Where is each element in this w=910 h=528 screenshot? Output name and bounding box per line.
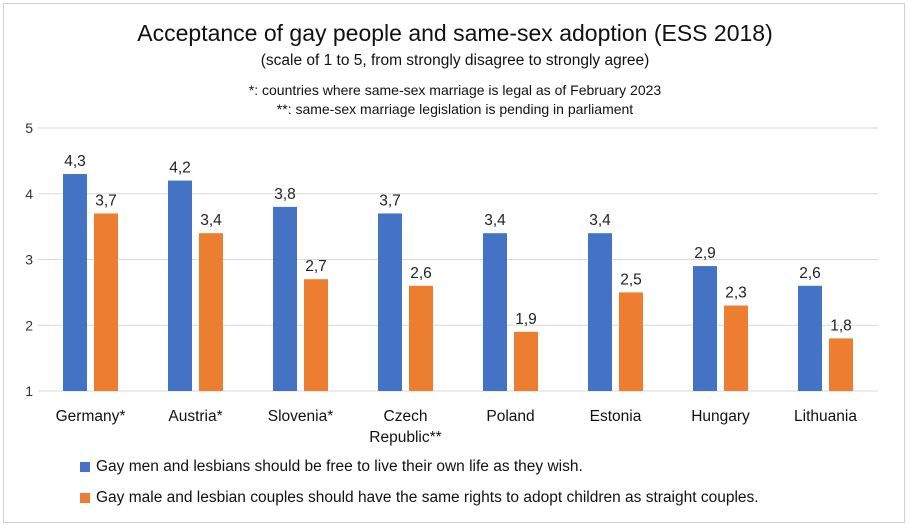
bar bbox=[378, 213, 402, 391]
data-label: 2,6 bbox=[799, 265, 821, 282]
y-tick-label: 1 bbox=[25, 383, 33, 399]
chart-title: Acceptance of gay people and same-sex ad… bbox=[137, 20, 773, 46]
x-tick-label: Estonia bbox=[590, 408, 642, 425]
legend-label-adoption-rights: Gay male and lesbian couples should have… bbox=[96, 489, 759, 506]
data-label: 2,5 bbox=[620, 271, 642, 288]
x-tick-label: Czech bbox=[384, 408, 428, 425]
data-label: 2,7 bbox=[305, 258, 327, 275]
data-label: 4,3 bbox=[64, 153, 86, 170]
y-tick-label: 5 bbox=[25, 120, 33, 136]
legend-item-live-freely: Gay men and lesbians should be free to l… bbox=[80, 458, 583, 476]
chart-frame bbox=[3, 3, 905, 523]
data-label: 3,8 bbox=[274, 186, 296, 203]
x-tick-label: Austria* bbox=[168, 408, 222, 425]
y-tick-label: 2 bbox=[25, 317, 33, 333]
x-tick-label: Lithuania bbox=[794, 408, 857, 425]
bar bbox=[829, 338, 853, 391]
chart-note-marriage-legal: *: countries where same-sex marriage is … bbox=[248, 82, 662, 98]
bar bbox=[483, 233, 507, 391]
bar bbox=[168, 180, 192, 391]
bar bbox=[304, 279, 328, 391]
bar bbox=[588, 233, 612, 391]
bar bbox=[199, 233, 223, 391]
data-label: 3,4 bbox=[484, 212, 506, 229]
x-tick-label: Republic** bbox=[369, 429, 441, 446]
y-tick-label: 4 bbox=[25, 186, 33, 202]
data-label: 1,9 bbox=[515, 311, 537, 328]
data-label: 2,6 bbox=[410, 265, 432, 282]
data-label: 2,9 bbox=[694, 245, 716, 262]
data-label: 4,2 bbox=[169, 160, 191, 177]
bar bbox=[514, 331, 538, 391]
bar bbox=[724, 305, 748, 391]
legend-swatch-orange bbox=[80, 493, 90, 503]
bar bbox=[798, 285, 822, 391]
y-tick-label: 3 bbox=[25, 252, 33, 268]
data-label: 3,7 bbox=[95, 192, 117, 209]
data-label: 3,4 bbox=[200, 212, 222, 229]
x-tick-label: Poland bbox=[486, 408, 534, 425]
legend-item-adoption-rights: Gay male and lesbian couples should have… bbox=[80, 489, 759, 507]
x-tick-label: Hungary bbox=[691, 408, 750, 425]
bar bbox=[619, 292, 643, 391]
bar bbox=[94, 213, 118, 391]
legend-swatch-blue bbox=[80, 462, 90, 472]
data-label: 3,7 bbox=[379, 192, 401, 209]
chart-subtitle: (scale of 1 to 5, from strongly disagree… bbox=[260, 52, 650, 69]
data-label: 1,8 bbox=[830, 317, 852, 334]
bar bbox=[409, 285, 433, 391]
bar bbox=[273, 206, 297, 391]
data-label: 2,3 bbox=[725, 285, 747, 302]
chart-note-legislation-pending: **: same-sex marriage legislation is pen… bbox=[276, 101, 634, 117]
bar bbox=[693, 266, 717, 391]
x-tick-label: Germany* bbox=[56, 408, 126, 425]
legend-label-live-freely: Gay men and lesbians should be free to l… bbox=[96, 458, 583, 475]
bar bbox=[63, 174, 87, 391]
data-label: 3,4 bbox=[589, 212, 611, 229]
x-tick-label: Slovenia* bbox=[268, 408, 334, 425]
